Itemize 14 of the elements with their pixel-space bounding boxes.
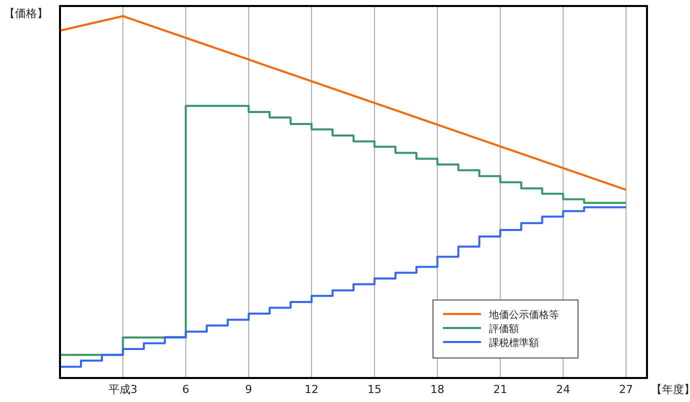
legend-label: 評価額 (489, 323, 519, 335)
x-tick-label: 18 (430, 383, 444, 396)
x-axis-title: 【年度】 (651, 383, 690, 396)
x-tick-label: 6 (182, 383, 190, 396)
y-axis-title: 【価格】 (4, 7, 48, 20)
x-tick-label: 15 (367, 383, 382, 396)
legend-label: 地価公示価格等 (488, 309, 559, 321)
x-tick-label: 21 (493, 383, 508, 396)
x-tick-label: 9 (245, 383, 252, 396)
x-tick-label: 平成3 (108, 383, 138, 396)
legend-label: 課税標準額 (489, 337, 539, 349)
x-tick-label: 27 (619, 383, 634, 396)
x-tick-label: 24 (556, 383, 570, 396)
x-tick-label: 12 (304, 383, 319, 396)
